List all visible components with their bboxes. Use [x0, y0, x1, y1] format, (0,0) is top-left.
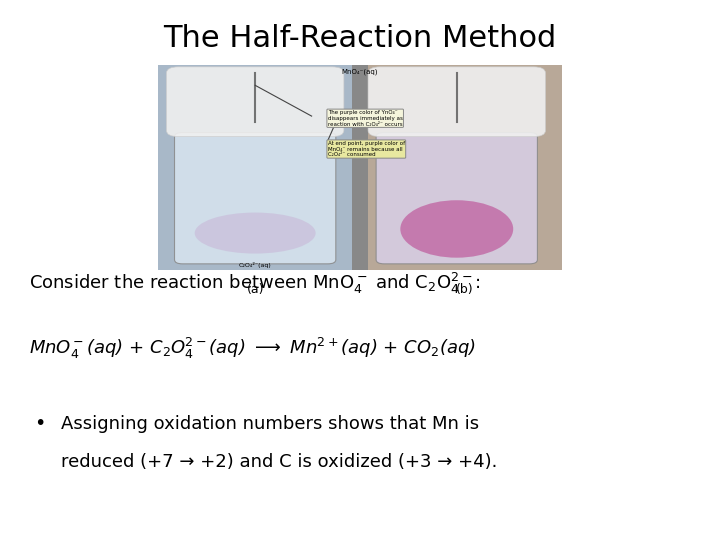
FancyBboxPatch shape — [376, 132, 537, 264]
Text: At end point, purple color of
MnO₄⁻ remains because all
C₂O₄²⁻ consumed: At end point, purple color of MnO₄⁻ rema… — [328, 141, 405, 157]
Text: •: • — [34, 414, 45, 434]
Bar — [368, 65, 562, 270]
FancyBboxPatch shape — [368, 67, 546, 137]
Ellipse shape — [194, 213, 315, 254]
Text: MnO₄⁻(aq): MnO₄⁻(aq) — [342, 69, 378, 76]
Text: C₂O₄²⁻(aq): C₂O₄²⁻(aq) — [239, 262, 271, 268]
Text: MnO$_4^-$(aq) + C$_2$O$_4^{2-}$(aq) $\longrightarrow$ Mn$^{2+}$(aq) + CO$_2$(aq): MnO$_4^-$(aq) + C$_2$O$_4^{2-}$(aq) $\lo… — [29, 336, 476, 361]
Text: reduced (+7 → +2) and C is oxidized (+3 → +4).: reduced (+7 → +2) and C is oxidized (+3 … — [61, 453, 498, 471]
Text: (a): (a) — [246, 284, 264, 296]
Ellipse shape — [400, 200, 513, 258]
Text: The purple color of YnO₄⁻
disappears immediately as
reaction with C₂O₄²⁻ occurs: The purple color of YnO₄⁻ disappears imm… — [328, 110, 402, 126]
Bar — [158, 65, 352, 270]
Text: (b): (b) — [456, 284, 474, 296]
Text: The Half-Reaction Method: The Half-Reaction Method — [163, 24, 557, 53]
FancyBboxPatch shape — [174, 132, 336, 264]
FancyBboxPatch shape — [166, 67, 344, 137]
Bar — [352, 65, 368, 270]
Text: Consider the reaction between MnO$_4^-$ and C$_2$O$_4^{2-}$:: Consider the reaction between MnO$_4^-$ … — [29, 271, 480, 296]
Text: Assigning oxidation numbers shows that Mn is: Assigning oxidation numbers shows that M… — [61, 415, 480, 433]
